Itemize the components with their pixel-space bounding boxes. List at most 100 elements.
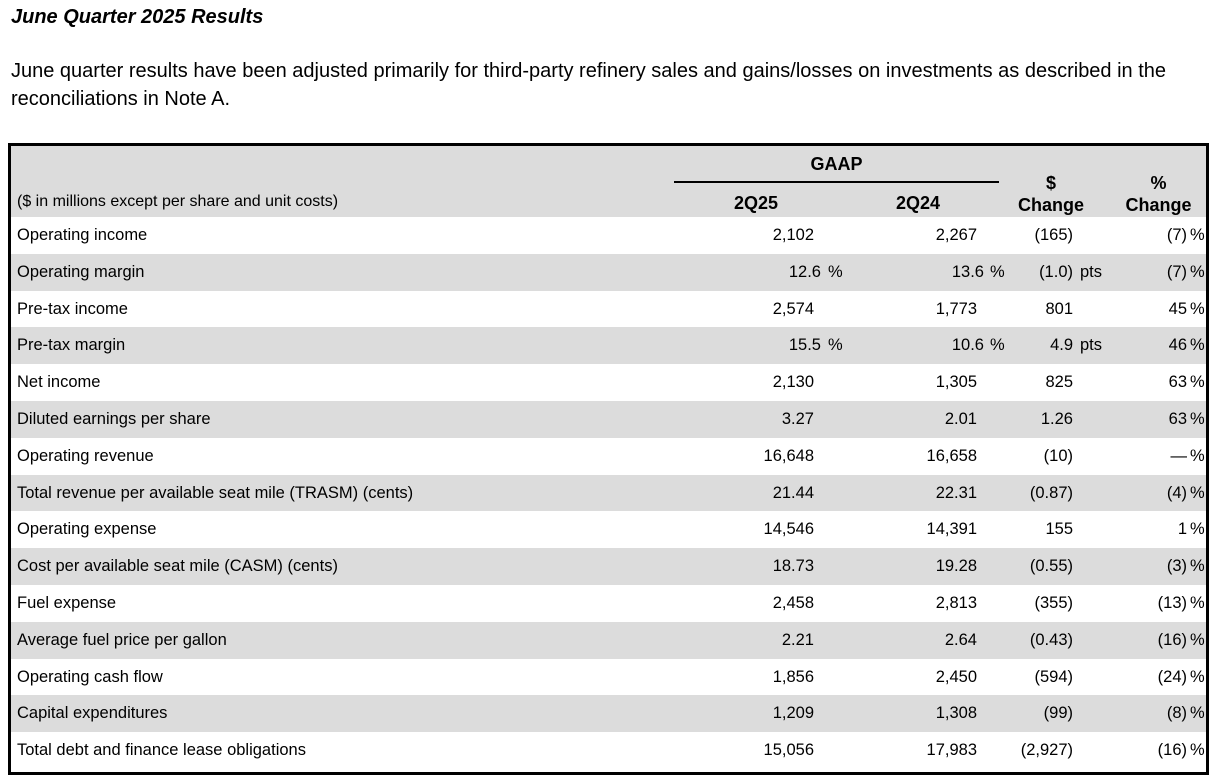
cell-pct-sign: % xyxy=(1190,667,1205,686)
cell-2q24: 2,813 xyxy=(935,593,977,612)
gaap-group-header: GAAP xyxy=(810,154,863,174)
cell-2q25: 14,546 xyxy=(763,520,814,539)
row-label: Diluted earnings per share xyxy=(17,409,211,428)
cell-2q25: 18.73 xyxy=(772,557,814,576)
cell-2q25: 1,209 xyxy=(772,704,814,723)
row-label: Operating expense xyxy=(17,520,157,539)
cell-dollar-change: 4.9 xyxy=(1050,336,1073,355)
cell-pct-change: 45 xyxy=(1168,299,1187,318)
cell-pts-unit: pts xyxy=(1080,336,1103,355)
cell-2q24: 1,305 xyxy=(935,373,977,392)
cell-dollar-change: 1.26 xyxy=(1040,409,1073,428)
cell-pct-sign: % xyxy=(1190,483,1205,502)
row-label: Net income xyxy=(17,373,101,392)
cell-pct-sign: % xyxy=(1190,520,1205,539)
cell-dollar-change: (1.0) xyxy=(1039,262,1073,281)
cell-2q25: 2,574 xyxy=(772,299,814,318)
row-label: Average fuel price per gallon xyxy=(17,630,227,649)
row-label: Fuel expense xyxy=(17,593,117,612)
cell-2q24: 2.01 xyxy=(944,409,977,428)
cell-2q25: 15.5 xyxy=(788,336,821,355)
cell-2q24: 2,267 xyxy=(935,226,977,244)
table-body: Operating income 2,102 2,267 (165) (7)% Opera… xyxy=(11,217,1206,769)
cell-pct-change: 1 xyxy=(1177,520,1187,539)
cell-2q24: 16,658 xyxy=(926,446,977,465)
table-row: Operating margin 12.6 13.6 (1.0) (7)%%% pts xyxy=(11,253,1206,291)
cell-pct-change: (8) xyxy=(1166,704,1187,723)
cell-2q25: 3.27 xyxy=(781,409,814,428)
cell-dollar-change: (165) xyxy=(1034,226,1073,244)
row-label: Pre-tax margin xyxy=(17,336,126,355)
col-header-dollar-bottom: Change xyxy=(1017,195,1084,215)
table-row: Operating cash flow 1,856 2,450 (594) (24)% xyxy=(11,659,1206,696)
cell-pct-sign: % xyxy=(1190,593,1205,612)
cell-pct-change: (7) xyxy=(1166,262,1187,281)
cell-2q24: 22.31 xyxy=(935,483,977,502)
cell-2q25-pct-sign: % xyxy=(828,262,843,281)
cell-2q25: 21.44 xyxy=(772,483,814,502)
cell-pct-change: (4) xyxy=(1166,483,1187,502)
col-header-dollar-top: $ xyxy=(1045,173,1056,193)
table-row: Total debt and finance lease obligations… xyxy=(11,732,1206,769)
cell-dollar-change: (0.87) xyxy=(1029,483,1073,502)
table-row: Operating revenue 16,648 16,658 (10) —% xyxy=(11,438,1206,475)
table-row: Net income 2,130 1,305 825 63% xyxy=(11,364,1206,401)
cell-pct-sign: % xyxy=(1190,226,1205,244)
cell-2q24-pct-sign: % xyxy=(990,262,1005,281)
table-row: Diluted earnings per share 3.27 2.01 1.26 63… xyxy=(11,400,1206,438)
cell-pct-sign: % xyxy=(1190,630,1205,649)
cell-2q24: 1,308 xyxy=(935,704,977,723)
cell-2q24: 19.28 xyxy=(935,557,977,576)
cell-2q24: 1,773 xyxy=(935,299,977,318)
cell-pct-sign: % xyxy=(1190,446,1205,465)
row-label: Total debt and finance lease obligations xyxy=(17,741,306,760)
intro-paragraph: June quarter results have been adjusted … xyxy=(11,60,1167,110)
cell-2q25: 16,648 xyxy=(763,446,814,465)
page-title: June Quarter 2025 Results xyxy=(11,6,264,28)
row-label: Cost per available seat mile (CASM) (cen… xyxy=(17,557,338,576)
row-label: Operating income xyxy=(17,226,148,244)
cell-pct-change: (16) xyxy=(1157,741,1187,760)
table-row: Pre-tax income 2,574 1,773 801 45% xyxy=(11,291,1206,328)
cell-pct-change: (13) xyxy=(1157,593,1187,612)
cell-pct-sign: % xyxy=(1190,741,1205,760)
table-header: GAAP ($ in millions except per share and… xyxy=(11,146,1206,217)
cell-dollar-change: 801 xyxy=(1045,299,1073,318)
row-label: Capital expenditures xyxy=(17,704,168,723)
cell-dollar-change: (355) xyxy=(1034,593,1073,612)
col-header-pct-change: % Change xyxy=(1111,172,1206,216)
col-header-dollar-change: $ Change xyxy=(1006,172,1096,216)
cell-pct-change: 63 xyxy=(1168,373,1187,392)
cell-dollar-change: (10) xyxy=(1043,446,1073,465)
col-header-2q24: 2Q24 xyxy=(895,193,941,213)
cell-pct-change: 46 xyxy=(1168,336,1187,355)
cell-2q25: 2,458 xyxy=(772,593,814,612)
cell-2q24: 17,983 xyxy=(926,741,977,760)
cell-2q25: 1,856 xyxy=(772,667,814,686)
row-label: Operating revenue xyxy=(17,446,154,465)
table-row: Operating income 2,102 2,267 (165) (7)% xyxy=(11,217,1206,254)
cell-pct-sign: % xyxy=(1190,704,1205,723)
cell-2q24: 10.6 xyxy=(951,336,984,355)
cell-dollar-change: (594) xyxy=(1034,667,1073,686)
cell-pct-sign: % xyxy=(1190,557,1205,576)
cell-pct-change: 63 xyxy=(1168,409,1187,428)
cell-pct-change: (16) xyxy=(1157,630,1187,649)
col-header-pct-top: % xyxy=(1150,173,1167,193)
col-header-2q25: 2Q25 xyxy=(733,193,779,213)
cell-pct-sign: % xyxy=(1190,373,1205,392)
cell-pct-sign: % xyxy=(1190,336,1205,355)
cell-2q24: 14,391 xyxy=(926,520,977,539)
row-label: Total revenue per available seat mile (T… xyxy=(17,483,414,502)
table-row: Cost per available seat mile (CASM) (cen… xyxy=(11,548,1206,585)
cell-2q24: 2,450 xyxy=(935,667,977,686)
table-row: Capital expenditures 1,209 1,308 (99) (8)% xyxy=(11,695,1206,733)
cell-2q25: 2.21 xyxy=(781,630,814,649)
cell-pts-unit: pts xyxy=(1080,262,1103,281)
cell-dollar-change: (2,927) xyxy=(1020,741,1073,760)
gaap-underline xyxy=(674,181,999,183)
table-row: Average fuel price per gallon 2.21 2.64 (0.… xyxy=(11,621,1206,659)
cell-2q24: 2.64 xyxy=(944,630,977,649)
cell-dollar-change: 155 xyxy=(1045,520,1073,539)
cell-pct-sign: % xyxy=(1190,299,1205,318)
